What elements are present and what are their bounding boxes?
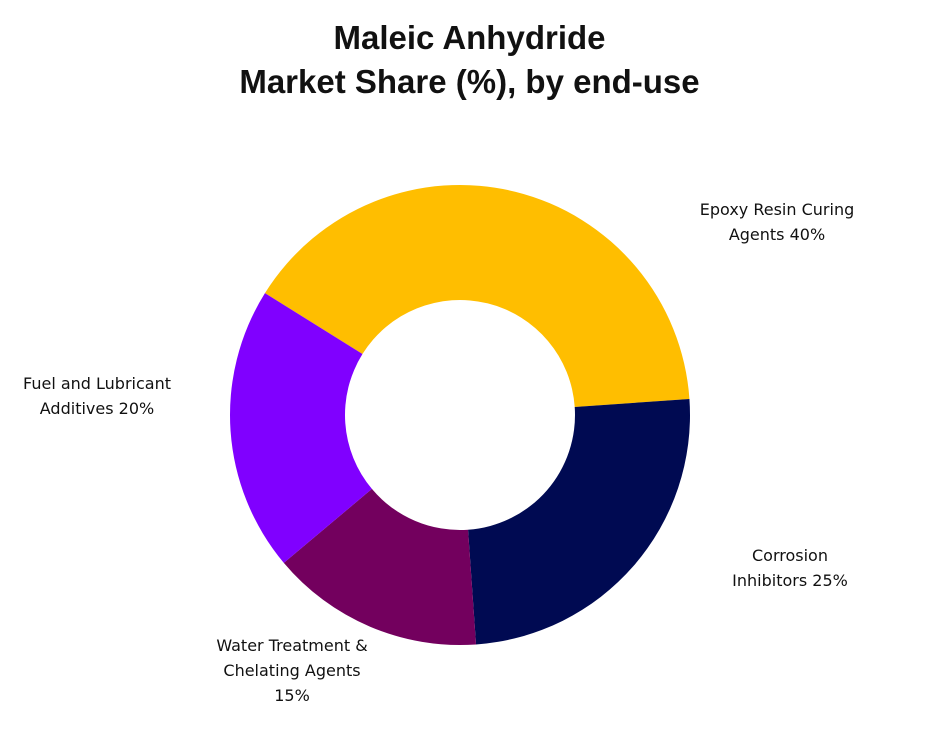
value-label: 20% bbox=[118, 399, 155, 418]
category-label: Water Treatment & Chelating Agents bbox=[216, 636, 368, 680]
category-label: Epoxy Resin Curing Agents bbox=[699, 200, 855, 244]
value-label: 25% bbox=[812, 571, 848, 590]
title-line: Market Share (%), by end-use bbox=[239, 63, 700, 100]
donut-slice bbox=[230, 293, 372, 563]
slice-label: Fuel and Lubricant Additives 20% bbox=[7, 371, 187, 421]
category-label: Fuel and Lubricant Additives bbox=[23, 374, 171, 418]
chart-title: Maleic Anhydride Market Share (%), by en… bbox=[0, 16, 939, 104]
slice-label: Corrosion Inhibitors 25% bbox=[725, 543, 855, 593]
category-label: Corrosion Inhibitors bbox=[732, 546, 828, 590]
value-label: 40% bbox=[789, 225, 826, 244]
value-label: 15% bbox=[274, 686, 310, 705]
slice-label: Water Treatment & Chelating Agents 15% bbox=[197, 633, 387, 708]
donut-slice bbox=[264, 184, 690, 407]
slice-label: Epoxy Resin Curing Agents 40% bbox=[687, 197, 867, 247]
donut-slice bbox=[283, 488, 477, 646]
title-line: Maleic Anhydride bbox=[333, 19, 606, 56]
donut-slice bbox=[468, 398, 690, 645]
